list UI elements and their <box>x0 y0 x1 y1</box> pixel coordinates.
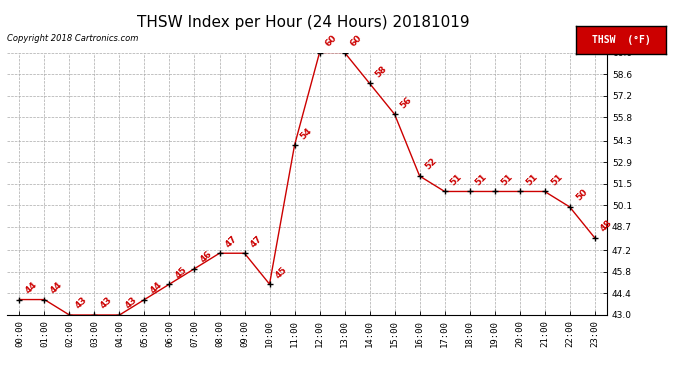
Text: 46: 46 <box>199 249 214 264</box>
Text: 52: 52 <box>424 157 439 172</box>
Text: THSW  (°F): THSW (°F) <box>591 35 651 45</box>
Text: 44: 44 <box>48 280 64 296</box>
Text: 51: 51 <box>499 172 514 187</box>
Text: 51: 51 <box>448 172 464 187</box>
Text: 45: 45 <box>174 265 189 280</box>
Text: 43: 43 <box>124 296 139 311</box>
Text: 56: 56 <box>399 95 414 110</box>
Text: 47: 47 <box>224 234 239 249</box>
Text: 44: 44 <box>148 280 164 296</box>
Text: 54: 54 <box>299 126 314 141</box>
Text: 60: 60 <box>324 33 339 48</box>
Text: 43: 43 <box>99 296 114 311</box>
Text: 48: 48 <box>599 218 614 234</box>
Text: Copyright 2018 Cartronics.com: Copyright 2018 Cartronics.com <box>7 34 138 43</box>
Text: 47: 47 <box>248 234 264 249</box>
Text: 51: 51 <box>549 172 564 187</box>
Text: 43: 43 <box>74 296 89 311</box>
Text: 44: 44 <box>23 280 39 296</box>
Text: 50: 50 <box>574 188 589 203</box>
Text: 58: 58 <box>374 64 389 79</box>
Text: THSW Index per Hour (24 Hours) 20181019: THSW Index per Hour (24 Hours) 20181019 <box>137 15 470 30</box>
Text: 60: 60 <box>348 33 364 48</box>
Text: 51: 51 <box>474 172 489 187</box>
Text: 51: 51 <box>524 172 539 187</box>
Text: 45: 45 <box>274 265 289 280</box>
